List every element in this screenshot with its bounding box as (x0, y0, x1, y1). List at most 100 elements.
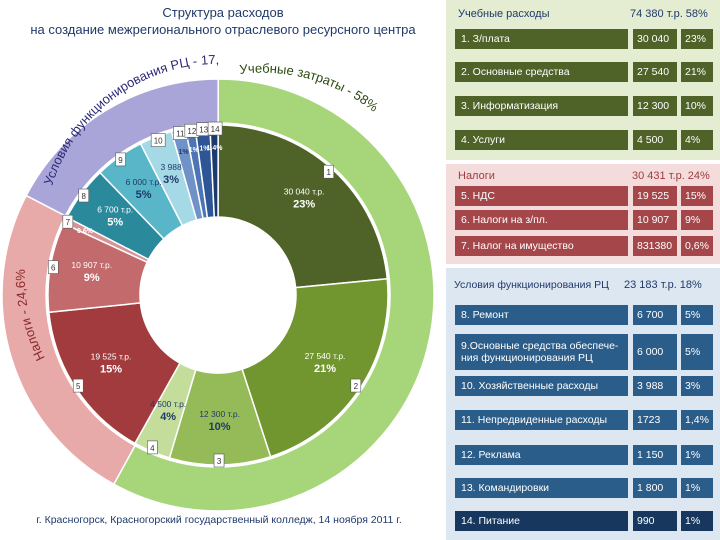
row-name: 8. Ремонт (455, 305, 628, 325)
slice-number-box (207, 121, 223, 136)
slice-percent-label: 4% (160, 411, 176, 423)
slice-percent-label: 5% (136, 189, 152, 201)
row-percent: 5% (681, 305, 713, 325)
slice-percent-label: 9% (84, 272, 100, 284)
expense-donut-chart: Учебные затраты - 58%Налоги - 24,6%Услов… (0, 38, 435, 512)
slice-number: 9 (118, 156, 123, 165)
slice-value-label: 6 000 т.р. (126, 177, 162, 187)
slice-percent-label: 1% (178, 149, 189, 156)
row-value: 10 907 (633, 210, 677, 230)
slice-value-label: 6 700 т.р. (97, 205, 133, 215)
slice-number: 3 (217, 457, 222, 466)
slice-percent-label: 10% (209, 421, 231, 433)
row-name: 4. Услуги (455, 130, 628, 150)
row-percent: 10% (681, 96, 713, 116)
row-name: 7. Налог на имущество (455, 236, 628, 256)
row-value: 12 300 (633, 96, 677, 116)
row-value: 1 800 (633, 478, 677, 498)
slice-number: 14 (211, 125, 220, 134)
outer-ring-slice (25, 78, 219, 217)
row-percent: 3% (681, 376, 713, 396)
row-value: 30 040 (633, 29, 677, 49)
row-value: 831380 (633, 236, 677, 256)
slice-percent-label: 5% (107, 217, 123, 229)
slice-number-box (72, 378, 84, 393)
slice-number: 6 (51, 264, 56, 273)
row-percent: 23% (681, 29, 713, 49)
slice-number: 2 (354, 382, 359, 391)
cond-section-name: Условия функционирования РЦ (454, 279, 609, 291)
slice-number: 13 (199, 126, 208, 135)
slice-number-box (78, 188, 90, 203)
slice-percent-label: 23% (293, 198, 315, 210)
row-name: 1. З/плата (455, 29, 628, 49)
row-value: 4 500 (633, 130, 677, 150)
row-percent: 21% (681, 62, 713, 82)
slice-number-box (350, 378, 362, 393)
slice-percent-label: 1% (189, 147, 200, 154)
slice-percent-label: 15% (100, 363, 122, 375)
edu-section-name: Учебные расходы (458, 8, 550, 20)
slice-number-box (147, 440, 158, 455)
slice-number: 12 (187, 127, 196, 136)
slice-number-box (47, 260, 59, 274)
slice-value-label: 27 540 т.р. (305, 351, 346, 361)
slice-number: 5 (76, 382, 81, 391)
cond-section-total: 23 183 т.р. 18% (624, 279, 702, 291)
row-percent: 1,4% (681, 410, 713, 430)
slice-number: 4 (150, 444, 155, 453)
row-percent: 1% (681, 445, 713, 465)
row-value: 1 150 (633, 445, 677, 465)
slice-value-label: 10 907 т.р. (71, 260, 112, 270)
slice-percent-label: 21% (314, 363, 336, 375)
slice-number-box (150, 133, 166, 147)
slice-number: 10 (154, 137, 163, 146)
slice-value-label: 12 300 т.р. (199, 409, 240, 419)
row-name: 14. Питание (455, 511, 628, 531)
slice-number: 7 (66, 218, 71, 227)
row-percent: 9% (681, 210, 713, 230)
row-name: 12. Реклама (455, 445, 628, 465)
tax-section-name: Налоги (458, 170, 495, 182)
row-value: 6 000 (633, 334, 677, 370)
tax-section-total: 30 431 т.р. 24% (632, 170, 710, 182)
slice-number-box (115, 152, 126, 167)
slice-number: 8 (82, 192, 87, 201)
row-percent: 15% (681, 186, 713, 206)
slice-value-label: 3 988 (160, 162, 182, 172)
row-percent: 0,6% (681, 236, 713, 256)
slice-number-box (62, 214, 74, 229)
outer-ring-slice (112, 78, 435, 512)
row-name: 11. Непредвиденные расходы (455, 410, 628, 430)
title-line-1: Структура расходов (162, 5, 284, 20)
edu-section-total: 74 380 т.р. 58% (630, 8, 708, 20)
slice-value-label: 30 040 т.р. (284, 186, 325, 196)
row-value: 990 (633, 511, 677, 531)
row-name: 9.Основные средства обеспече-ния функцио… (455, 334, 628, 370)
row-name: 5. НДС (455, 186, 628, 206)
footer-text: г. Красногорск, Красногорский государств… (36, 514, 402, 526)
slice-number-box (323, 164, 335, 179)
row-value: 1723 (633, 410, 677, 430)
row-percent: 1% (681, 511, 713, 531)
row-value: 3 988 (633, 376, 677, 396)
row-value: 6 700 (633, 305, 677, 325)
slice-percent-label: 1% (199, 146, 210, 153)
row-name: 6. Налоги на з/пл. (455, 210, 628, 230)
row-name: 10. Хозяйственные расходы (455, 376, 628, 396)
row-percent: 4% (681, 130, 713, 150)
row-name: 2. Основные средства (455, 62, 628, 82)
slice-number: 1 (326, 168, 331, 177)
slice-percent-label: 0.6% (77, 228, 94, 235)
row-percent: 5% (681, 334, 713, 370)
slice-number-box (213, 453, 225, 468)
row-percent: 1% (681, 478, 713, 498)
title-line-2: на создание межрегионального отраслевого… (30, 22, 416, 37)
row-name: 3. Информатизация (455, 96, 628, 116)
row-value: 27 540 (633, 62, 677, 82)
row-value: 19 525 (633, 186, 677, 206)
slice-value-label: 4 500 т.р. (150, 399, 186, 409)
slice-percent-label: 1.4% (207, 145, 224, 152)
slice-value-label: 19 525 т.р. (91, 351, 132, 361)
page-title: Структура расходов на создание межрегион… (8, 4, 438, 38)
